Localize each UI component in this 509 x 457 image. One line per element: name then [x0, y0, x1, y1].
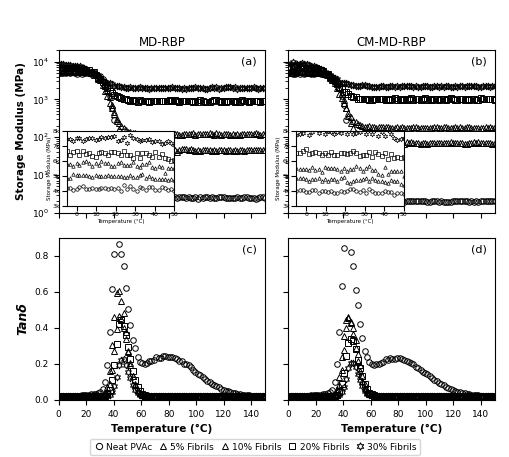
Text: (a): (a): [241, 57, 257, 67]
Text: (c): (c): [242, 244, 257, 254]
Title: MD-RBP: MD-RBP: [138, 36, 185, 49]
Legend: Neat PVAc, 5% Fibrils, 10% Fibrils, 20% Fibrils, 30% Fibrils: Neat PVAc, 5% Fibrils, 10% Fibrils, 20% …: [90, 439, 419, 455]
Text: (b): (b): [470, 57, 486, 67]
Title: CM-MD-RBP: CM-MD-RBP: [356, 36, 426, 49]
Text: (d): (d): [470, 244, 486, 254]
Y-axis label: Tanδ: Tanδ: [16, 303, 29, 335]
X-axis label: Temperature (°C): Temperature (°C): [111, 424, 212, 434]
X-axis label: Temperature (°C): Temperature (°C): [340, 424, 441, 434]
Y-axis label: Storage Modulus (MPa): Storage Modulus (MPa): [16, 63, 26, 200]
